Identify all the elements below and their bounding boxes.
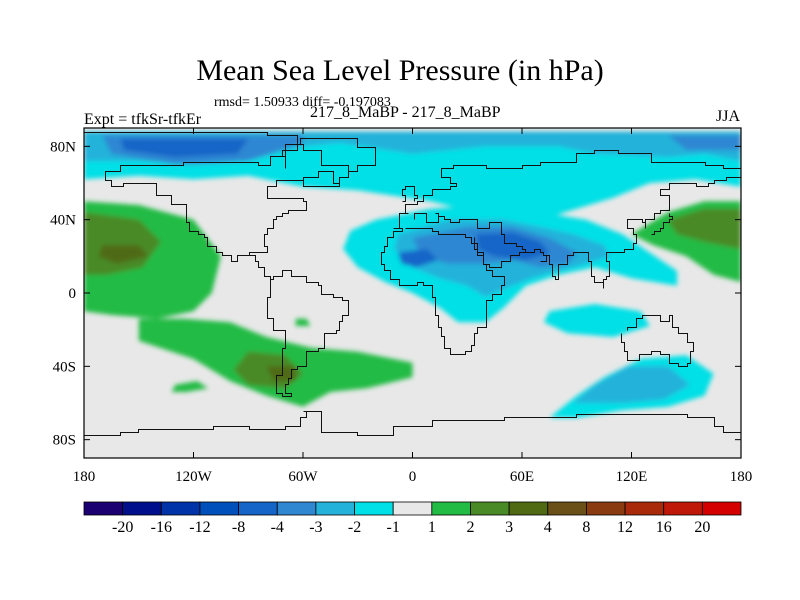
x-tick-label: 120E (616, 469, 648, 485)
contour-region-pos_2_3 (668, 208, 741, 249)
colorbar-box (624, 501, 665, 516)
colorbar-box (470, 501, 510, 516)
x-tick-label: 180 (730, 469, 753, 485)
colorbar-box (276, 501, 317, 516)
y-tick-label: 40N (50, 213, 76, 229)
season-label: JJA (716, 108, 741, 125)
colorbar-label: -2 (348, 519, 361, 536)
coastline (414, 213, 478, 229)
colorbar-box (701, 501, 742, 516)
x-axis: 180 120W 60W 0 60E 120E 180 (73, 128, 753, 485)
contour-region-neg_4_8 (476, 232, 550, 260)
coastline (249, 255, 349, 397)
coastline (651, 213, 673, 235)
chart-title: Mean Sea Level Pressure (in hPa) (196, 54, 604, 87)
colorbar-box (238, 501, 278, 516)
colorbar-box (508, 501, 549, 516)
contour-region-neg_4_8 (120, 139, 249, 158)
colorbar-label: 12 (617, 519, 633, 536)
colorbar-box (586, 501, 626, 516)
y-tick-label: 40S (53, 359, 76, 375)
x-tick-label: 120W (175, 469, 213, 485)
coastline (282, 138, 376, 184)
contour-region-pos_2_3 (84, 212, 161, 275)
x-tick-label: 60W (288, 469, 318, 485)
colorbar-box (160, 501, 201, 516)
coastline-layer (84, 132, 741, 436)
contour-region-pos_1_2 (171, 381, 209, 392)
contour-region-pos_3_4 (266, 366, 296, 381)
colorbar-box (547, 501, 587, 516)
y-axis: 80N 40N 0 40S 80S (50, 139, 741, 449)
x-tick-label: 180 (73, 469, 96, 485)
colorbar-label: -16 (151, 519, 172, 536)
colorbar: -20 -16 -12 -8 -4 -3 -2 -1 1 2 3 4 8 12 16 20 (83, 501, 742, 536)
colorbar-label: 2 (466, 519, 474, 536)
y-tick-label: 0 (69, 286, 77, 302)
coastline (621, 315, 694, 367)
coastline (84, 132, 349, 262)
y-tick-label: 80S (53, 433, 76, 449)
contour-region-neg_2_3 (573, 366, 690, 403)
contour-region-neg_4_8 (397, 249, 438, 268)
coastline (381, 228, 505, 355)
stats-text: rmsd= 1.50933 diff= -0.197083 (214, 95, 391, 110)
colorbar-box (199, 501, 239, 516)
colorbar-label: 20 (694, 519, 710, 536)
colorbar-label: 3 (505, 519, 513, 536)
colorbar-label: -8 (232, 519, 245, 536)
colorbar-label: 8 (582, 519, 590, 536)
colorbar-label: -3 (309, 519, 322, 536)
y-tick-label: 80N (50, 139, 76, 155)
colorbar-box (83, 501, 124, 516)
coastline (84, 411, 307, 436)
contour-region-pos_1_2 (295, 318, 311, 326)
x-tick-label: 60E (510, 469, 534, 485)
coastline (474, 222, 526, 268)
colorbar-box (315, 501, 355, 516)
colorbar-label: -1 (387, 519, 400, 536)
colorbar-label: -4 (271, 519, 284, 536)
contour-region-pos_3_4 (98, 245, 148, 264)
coastline (303, 411, 741, 436)
colorbar-box (663, 501, 703, 516)
contour-region-neg_1_2 (543, 304, 650, 337)
coastline (525, 171, 741, 289)
colorbar-box (354, 501, 394, 516)
colorbar-label: -20 (112, 519, 133, 536)
colorbar-label: -12 (189, 519, 210, 536)
contour-region-neg_3_4 (668, 135, 741, 150)
colorbar-label: 1 (428, 519, 436, 536)
colorbar-box (122, 501, 162, 516)
x-tick-label: 0 (409, 469, 417, 485)
coastline (393, 150, 741, 229)
colorbar-box (431, 501, 471, 516)
coastline (540, 255, 547, 262)
colorbar-box (392, 501, 433, 516)
colorbar-label: 4 (544, 519, 552, 536)
colorbar-label: 16 (656, 519, 672, 536)
coastline (402, 186, 418, 202)
center-string: 217_8_MaBP - 217_8_MaBP (310, 104, 501, 121)
left-string: Expt = tfkSr-tfkEr (84, 111, 202, 128)
